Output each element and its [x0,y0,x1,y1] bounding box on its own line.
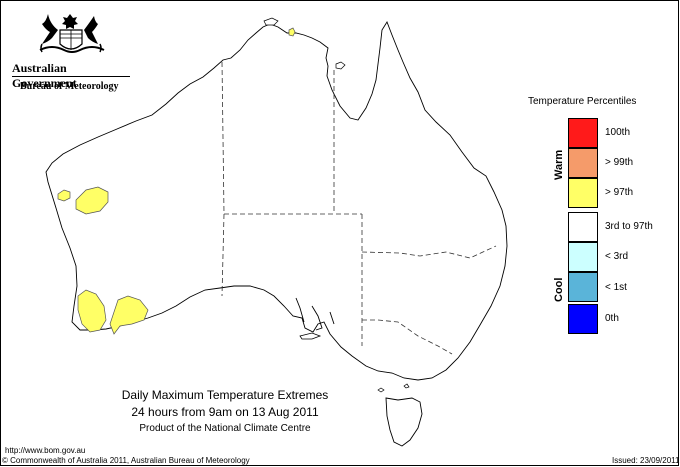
government-name: Australian Government [12,61,77,90]
footer-copyright: © Commonwealth of Australia 2011, Austra… [2,456,250,465]
footer-issued-date: Issued: 23/09/2011 [612,456,680,465]
nsw-vic-border [362,319,453,355]
bureau-name: Bureau of Meteorology [20,81,119,92]
legend-warm-label: Warm [553,149,565,180]
legend-swatch-99th [568,148,598,178]
coat-of-arms-emblem [39,14,105,53]
legend-cool-label: Cool [553,277,565,302]
legend-swatch-97th [568,178,598,208]
bass-strait-islands [377,383,410,393]
legend-swatch-normal [568,212,598,242]
qld-nsw-border [361,245,497,259]
legend-swatch-1st [568,272,598,302]
legend-label-97th: > 97th [605,187,634,198]
warm-region-top-end [288,27,296,37]
map-period: 24 hours from 9am on 13 Aug 2011 [131,405,319,419]
warm-region-pilbara-west [57,189,71,202]
legend-swatch-0th [568,304,598,334]
footer-url-link[interactable]: http://www.bom.gov.au [5,446,86,455]
legend-swatch-100th [568,118,598,148]
tasmania-outline [385,397,423,447]
legend-label-normal: 3rd to 97th [605,221,653,232]
legend-label-3rd: < 3rd [605,251,629,262]
legend-title: Temperature Percentiles [528,96,637,107]
top-end-islands [263,17,346,70]
map-title: Daily Maximum Temperature Extremes [121,388,329,402]
legend-label-100th: 100th [605,127,631,138]
legend-label-1st: < 1st [605,282,627,293]
australia-mainland-outline [45,20,508,381]
warm-region-south-coast [109,295,149,335]
state-borders [221,61,497,355]
kangaroo-island [299,332,322,340]
legend-label-0th: 0th [605,313,619,324]
warm-region-pilbara-east [75,186,109,215]
logo-divider [12,76,130,77]
extreme-regions [57,27,296,335]
legend-label-99th: > 99th [605,157,634,168]
map-producer: Product of the National Climate Centre [139,423,311,434]
warm-region-southwest [77,289,107,333]
gulf-coastline [295,297,335,331]
legend-swatch-3rd [568,242,598,272]
